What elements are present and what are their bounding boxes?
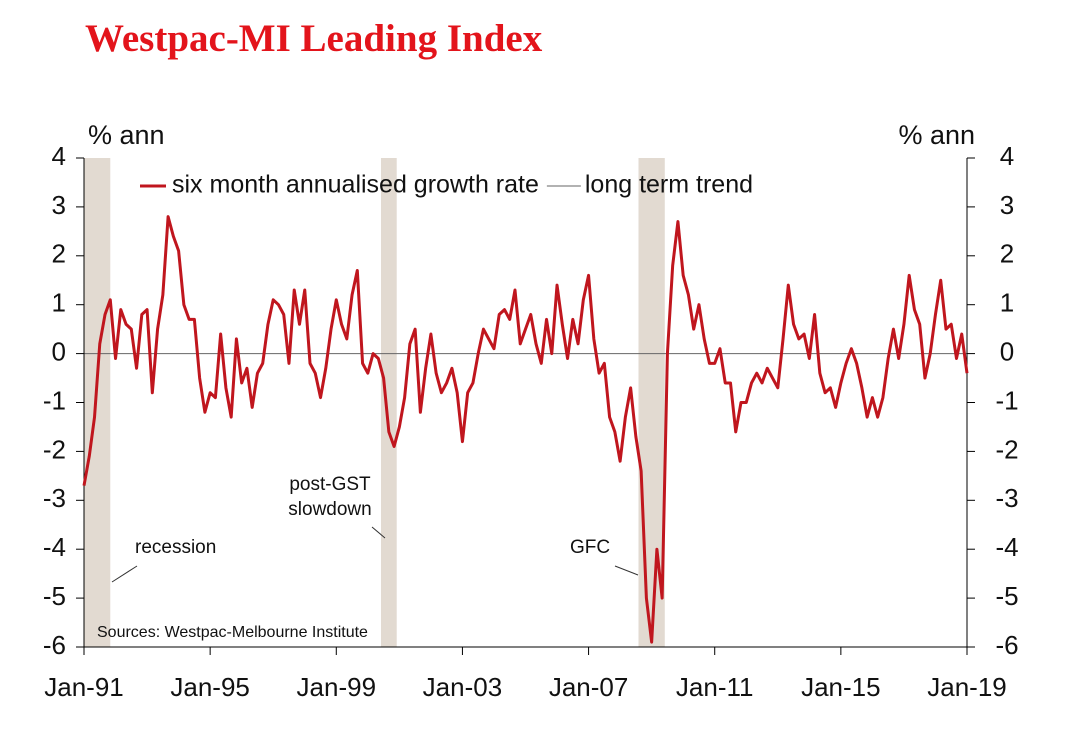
x-tick-label: Jan-99 [297,672,377,702]
y-tick-label: 0 [52,336,66,366]
chart-title: Westpac-MI Leading Index [85,17,543,60]
x-tick-label: Jan-03 [423,672,503,702]
series-line [82,215,969,644]
y-tick-label: 3 [52,190,66,220]
y2-tick-label: 2 [1000,239,1014,269]
y2-tick-label: -4 [995,532,1018,562]
annotation: GFC [570,537,610,558]
source-note: Sources: Westpac-Melbourne Institute [97,624,368,641]
annotation: slowdown [288,499,371,520]
y2-tick-label: 3 [1000,190,1014,220]
y2-axis-label: % ann [898,120,975,150]
y2-tick-label: 4 [1000,141,1014,171]
y2-tick-label: 0 [1000,336,1014,366]
y2-tick-label: 1 [1000,288,1014,318]
y-axis-label: % ann [88,120,165,150]
y2-tick-label: -1 [995,385,1018,415]
y-tick-label: 1 [52,288,66,318]
shaded-period [638,158,665,647]
x-tick-label: Jan-15 [801,672,881,702]
y-tick-label: -4 [43,532,66,562]
x-tick-label: Jan-07 [549,672,629,702]
annotation-leader [111,565,138,583]
legend-label: long term trend [585,171,753,199]
annotation: recession [135,537,216,558]
y-tick-label: -5 [43,581,66,611]
x-tick-label: Jan-95 [170,672,250,702]
y-tick-label: -3 [43,483,66,513]
annotation: post-GST [289,474,371,495]
y2-tick-label: -3 [995,483,1018,513]
y-tick-label: 2 [52,239,66,269]
x-tick-label: Jan-19 [927,672,1007,702]
annotation-leader [371,526,386,539]
x-tick-label: Jan-11 [676,672,754,702]
y2-tick-label: -5 [995,581,1018,611]
y-tick-label: 4 [52,141,66,171]
y-tick-label: -1 [43,385,66,415]
annotation-leader [614,565,639,576]
y2-tick-label: -2 [995,434,1018,464]
legend-label: six month annualised growth rate [172,171,539,199]
x-tick-label: Jan-91 [44,672,124,702]
y-tick-label: -6 [43,630,66,660]
shaded-period [380,158,397,647]
y-tick-label: -2 [43,434,66,464]
shaded-period [84,158,111,647]
y2-tick-label: -6 [995,630,1018,660]
